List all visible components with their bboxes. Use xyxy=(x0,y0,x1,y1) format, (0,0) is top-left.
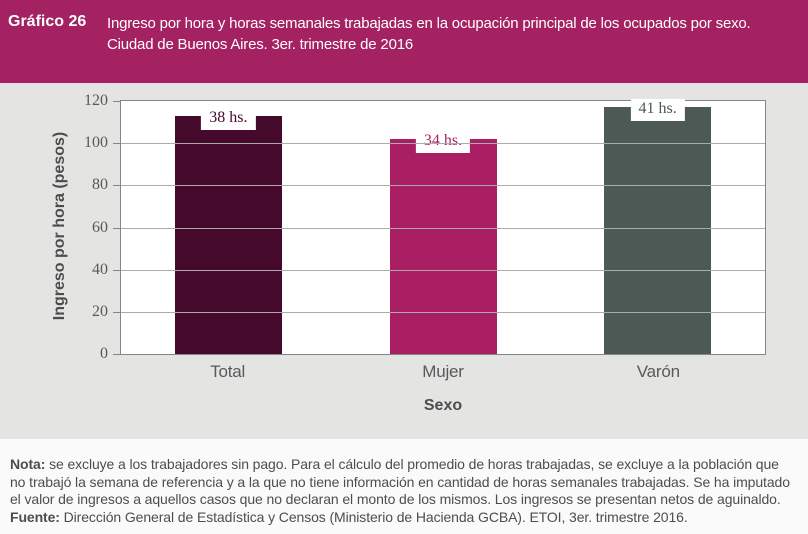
y-axis-tick-label-0: 0 xyxy=(100,345,108,362)
chart-region: Ingreso por hora (pesos) 38 hs. 34 hs. 41 … xyxy=(0,83,808,439)
bar-slot-varón: 41 hs. xyxy=(550,99,765,354)
note-paragraph: Nota: se excluye a los trabajadores sin … xyxy=(10,456,798,509)
bars-container: 38 hs. 34 hs. 41 hs. xyxy=(121,99,765,354)
y-axis-tick-label-20: 20 xyxy=(92,302,108,320)
bar-label-total: 38 hs. xyxy=(201,107,256,130)
bar-varón: 41 hs. xyxy=(604,99,712,354)
figure-title: Ingreso por hora y horas semanales traba… xyxy=(107,13,751,55)
y-axis-tick-label-80: 80 xyxy=(92,176,108,194)
gridline-20 xyxy=(121,311,765,313)
bar-slot-total: 38 hs. xyxy=(121,101,336,354)
y-axis-tick-0 xyxy=(113,354,120,355)
figure-title-line-1: Ingreso por hora y horas semanales traba… xyxy=(107,15,751,32)
bar-total: 38 hs. xyxy=(174,107,282,354)
note-text: se excluye a los trabajadores sin pago. … xyxy=(10,456,790,507)
bar-label-varón: 41 hs. xyxy=(630,99,685,122)
x-axis-labels: Total Mujer Varón xyxy=(120,362,766,382)
y-axis-tick-label-60: 60 xyxy=(92,218,108,236)
y-axis-tick-label-120: 120 xyxy=(84,92,108,109)
y-axis-tick-label-100: 100 xyxy=(84,134,108,152)
y-axis-title: Ingreso por hora (pesos) xyxy=(51,131,68,321)
bar-mujer: 34 hs. xyxy=(389,130,497,354)
bar-slot-mujer: 34 hs. xyxy=(336,101,551,354)
x-axis-title: Sexo xyxy=(423,397,463,414)
figure-number: Gráfico 26 xyxy=(8,13,87,30)
y-axis-tick-20 xyxy=(113,311,120,313)
gridline-60 xyxy=(121,227,765,229)
y-axis-tick-80 xyxy=(113,185,120,187)
bar-label-mujer: 34 hs. xyxy=(415,130,471,153)
note-label: Nota: xyxy=(10,456,46,472)
x-axis-label-varón: Varón xyxy=(636,362,680,381)
gridline-40 xyxy=(121,269,765,271)
plot-area: 38 hs. 34 hs. 41 hs. 0 20 40 60 80 100 120 xyxy=(84,92,766,362)
x-axis-label-total: Total xyxy=(210,362,246,381)
gridline-80 xyxy=(121,185,765,187)
source-paragraph: Fuente: Dirección General de Estadística… xyxy=(10,509,798,527)
source-label: Fuente: xyxy=(10,508,60,525)
x-axis-label-mujer: Mujer xyxy=(422,362,464,381)
source-text: Dirección General de Estadística y Censo… xyxy=(63,508,688,525)
figure-header: Gráfico 26 Ingreso por hora y horas sema… xyxy=(0,0,808,83)
y-axis-tick-60 xyxy=(113,227,120,229)
figure-title-line-2: Ciudad de Buenos Aires. 3er. trimestre d… xyxy=(107,36,413,53)
y-axis-tick-label-40: 40 xyxy=(92,260,108,278)
y-axis-tick-40 xyxy=(113,269,120,271)
gridline-100 xyxy=(121,143,765,145)
footer-notes: Nota: se excluye a los trabajadores sin … xyxy=(0,439,808,534)
y-axis-tick-120 xyxy=(113,101,120,102)
y-axis-tick-100 xyxy=(113,143,120,145)
